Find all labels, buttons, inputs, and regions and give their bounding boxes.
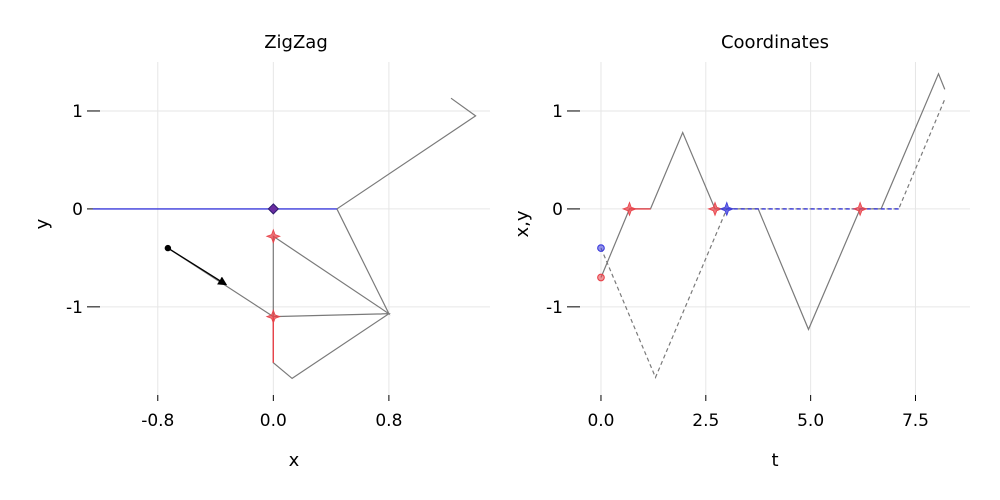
x-tick-label: 0.0 [260, 411, 287, 431]
star-marker-blue [719, 201, 735, 217]
x-tick-label: 2.5 [692, 411, 719, 431]
star-marker-red [707, 201, 723, 217]
star-marker-red [852, 201, 868, 217]
circle-marker-blue [597, 244, 605, 252]
diamond-marker-purple [267, 203, 280, 215]
circle-marker-red [597, 273, 605, 282]
panel-coordinates: Coordinates t x,y 0.0 2.5 5.0 7.5 1 0 -1 [512, 32, 970, 471]
gridlines [580, 62, 970, 395]
chart-title: Coordinates [721, 32, 829, 53]
series-line-gray [167, 97, 477, 380]
y-tick-label: -1 [546, 298, 563, 318]
y-tick-label: 0 [552, 200, 563, 220]
y-tick-label: 1 [552, 102, 563, 122]
arrow-start-dot [164, 244, 172, 252]
y-axis-label: y [32, 218, 53, 229]
series-line-gray-dashed [600, 98, 946, 379]
gridlines [100, 62, 490, 395]
series-line-gray [600, 72, 946, 331]
x-tick-label: 0.8 [375, 411, 402, 431]
x-tick-label: 0.0 [587, 411, 614, 431]
x-tick-label: -0.8 [141, 411, 174, 431]
x-tick-label: 5.0 [797, 411, 824, 431]
star-marker-red [265, 308, 281, 325]
panel-zigzag: ZigZag x y -0.8 0.0 0.8 1 0 -1 [32, 32, 490, 471]
x-axis-label: t [771, 450, 778, 471]
chart-title: ZigZag [264, 32, 328, 53]
x-axis-label: x [289, 450, 300, 471]
y-tick-label: -1 [66, 298, 83, 318]
y-tick-label: 1 [72, 102, 83, 122]
y-tick-label: 0 [72, 200, 83, 220]
star-marker-red [265, 228, 281, 244]
x-tick-label: 7.5 [902, 411, 929, 431]
y-axis-label: x,y [512, 210, 533, 237]
star-marker-red [621, 201, 638, 217]
direction-arrow [167, 247, 228, 286]
